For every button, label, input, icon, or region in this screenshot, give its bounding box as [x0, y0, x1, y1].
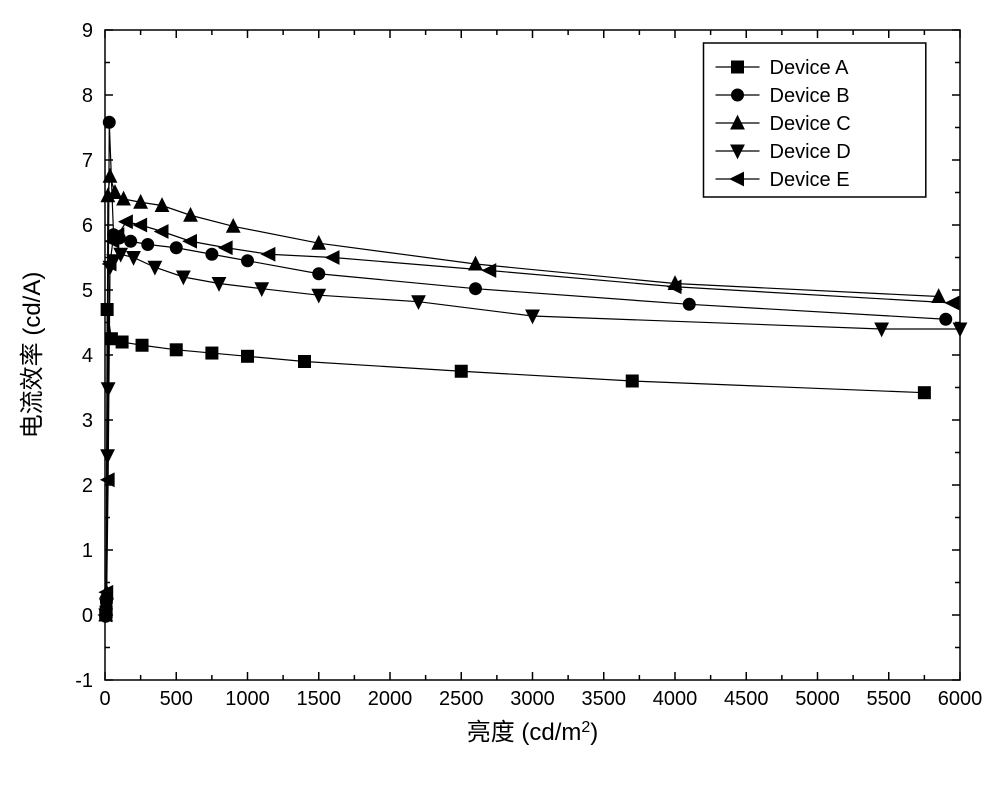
svg-text:Device E: Device E [770, 169, 850, 191]
legend: Device A Device B Device C Device D Device E [704, 43, 926, 197]
svg-text:0: 0 [82, 605, 93, 627]
svg-text:500: 500 [160, 688, 193, 710]
svg-text:6000: 6000 [938, 688, 983, 710]
svg-text:5: 5 [82, 280, 93, 302]
svg-text:2: 2 [82, 475, 93, 497]
svg-text:9: 9 [82, 20, 93, 42]
series-device-d [99, 248, 966, 622]
svg-text:亮度 (cd/m2): 亮度 (cd/m2) [467, 719, 599, 747]
svg-text:7: 7 [82, 150, 93, 172]
series-device-a [100, 304, 931, 622]
svg-text:5500: 5500 [867, 688, 912, 710]
svg-text:Device A: Device A [770, 57, 850, 79]
svg-text:1: 1 [82, 540, 93, 562]
svg-text:6: 6 [82, 215, 93, 237]
svg-text:2500: 2500 [439, 688, 484, 710]
efficiency-chart: 0 500 1000 1500 2000 2500 3000 3500 4000 4500 5000… [0, 0, 1000, 785]
series-device-b [100, 116, 952, 622]
svg-text:4: 4 [82, 345, 93, 367]
svg-text:Device B: Device B [770, 85, 850, 107]
svg-text:-1: -1 [75, 670, 93, 692]
svg-text:4500: 4500 [724, 688, 769, 710]
svg-text:8: 8 [82, 85, 93, 107]
svg-text:3: 3 [82, 410, 93, 432]
svg-text:5000: 5000 [795, 688, 840, 710]
svg-text:0: 0 [99, 688, 110, 710]
svg-text:1500: 1500 [297, 688, 342, 710]
svg-text:Device D: Device D [770, 141, 851, 163]
svg-text:2000: 2000 [368, 688, 413, 710]
series-device-c [99, 169, 945, 621]
svg-text:4000: 4000 [653, 688, 698, 710]
svg-text:电流效率 (cd/A): 电流效率 (cd/A) [19, 272, 46, 439]
svg-text:Device C: Device C [770, 113, 851, 135]
chart-container: 0 500 1000 1500 2000 2500 3000 3500 4000 4500 5000… [0, 0, 1000, 785]
svg-text:1000: 1000 [225, 688, 270, 710]
svg-text:3500: 3500 [582, 688, 627, 710]
svg-text:3000: 3000 [510, 688, 555, 710]
series-device-e [99, 215, 959, 621]
